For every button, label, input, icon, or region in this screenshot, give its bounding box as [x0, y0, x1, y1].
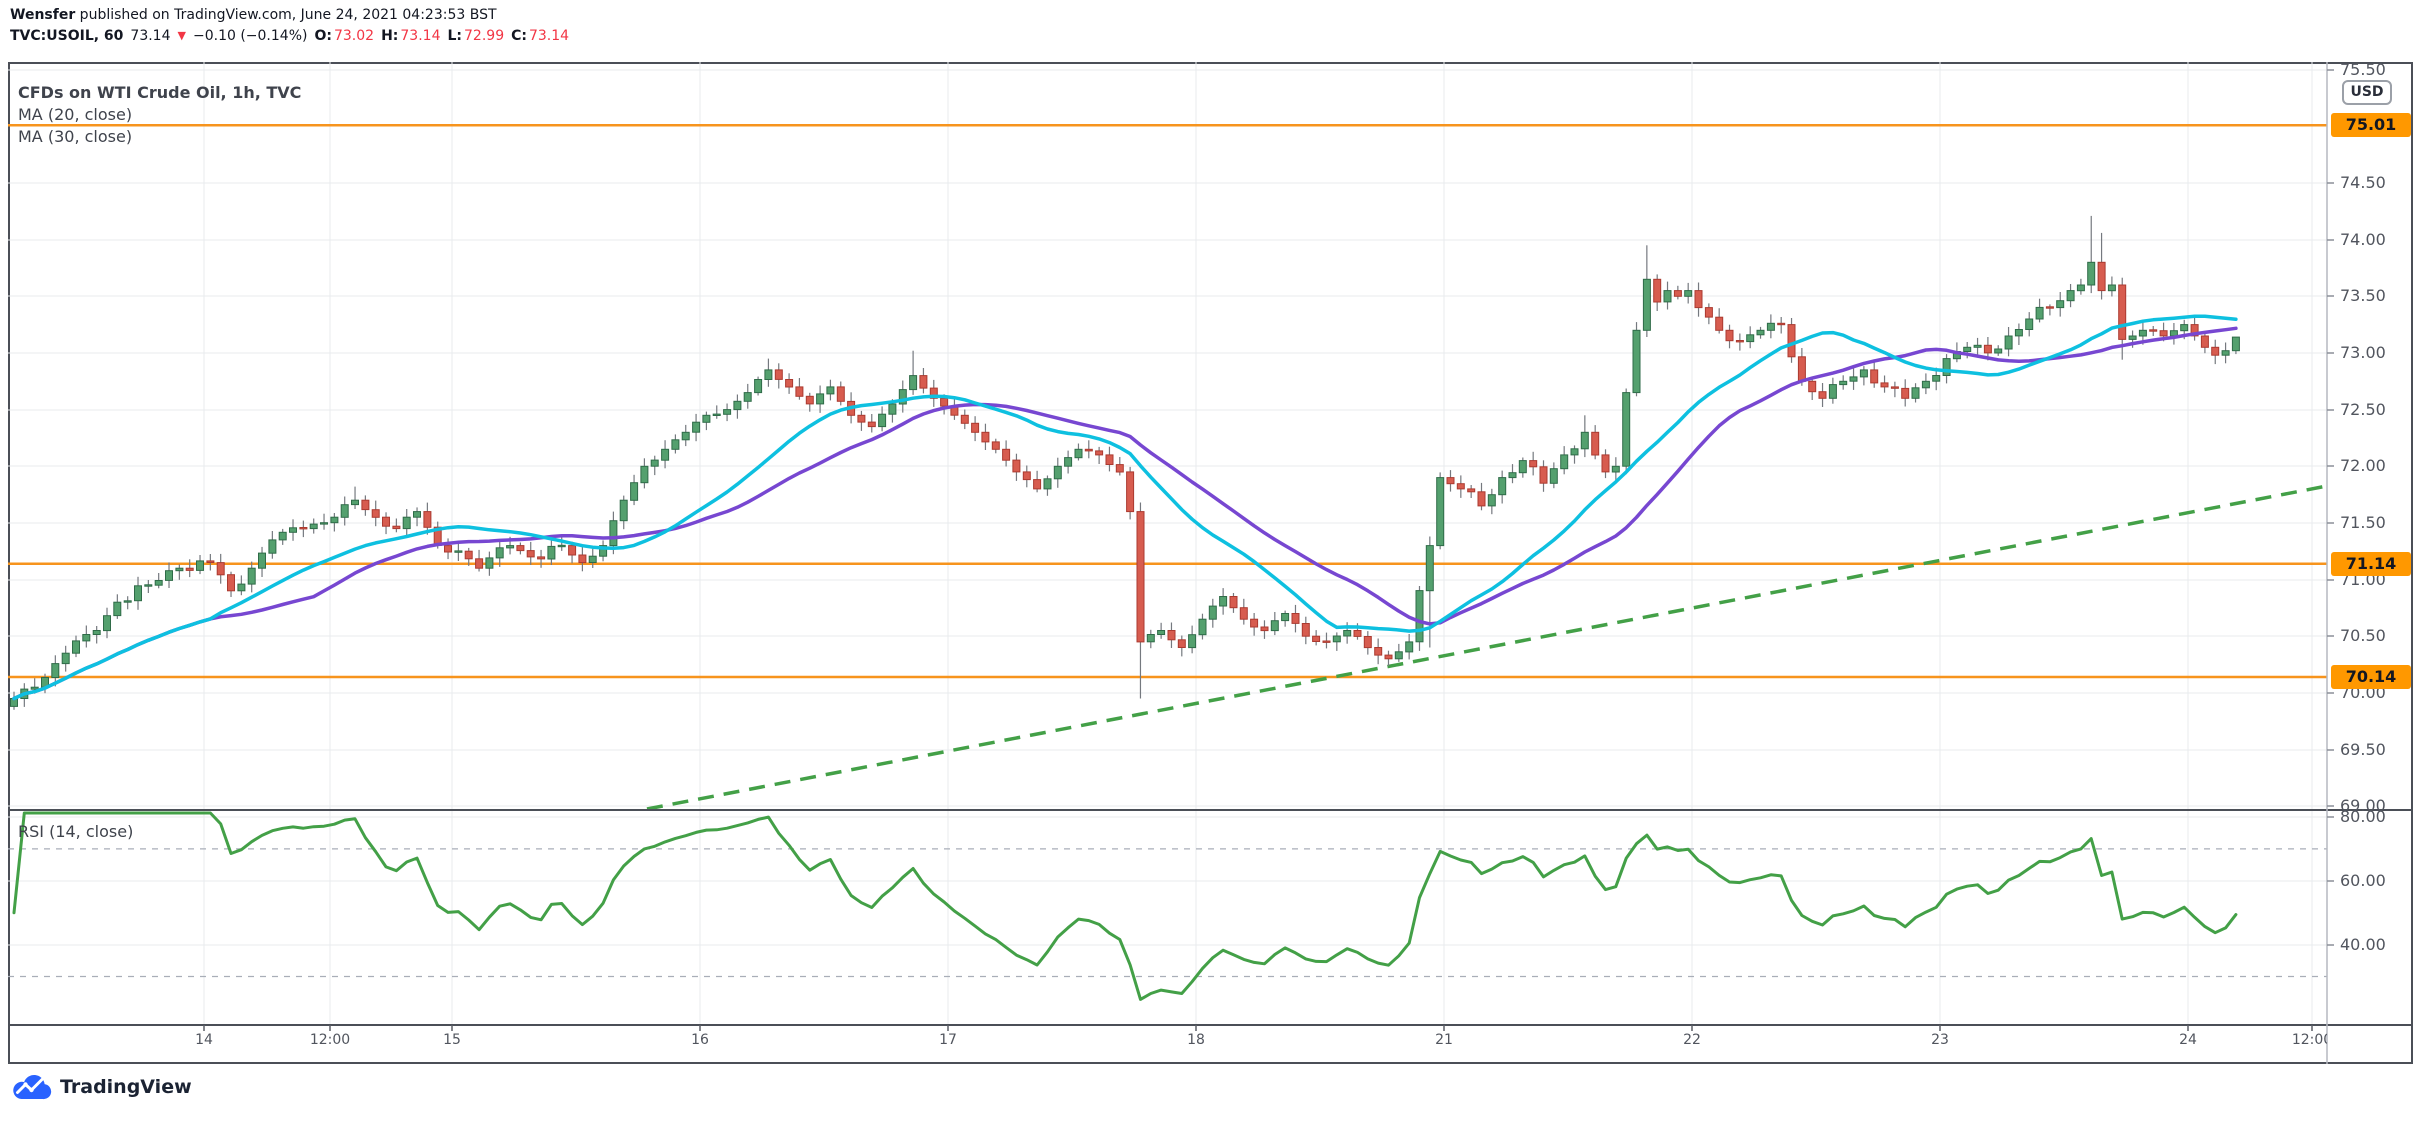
- high-quote: H: 73.14: [381, 26, 440, 46]
- close-label: C:: [511, 28, 527, 44]
- open-label: O:: [314, 28, 332, 44]
- price-axis-label: 70.50: [2340, 626, 2386, 645]
- last-price: 73.14: [130, 28, 171, 44]
- close-value: 73.14: [528, 28, 570, 44]
- low-value: 72.99: [464, 28, 505, 44]
- low-quote: L: 72.99: [447, 26, 504, 46]
- currency-toggle-badge[interactable]: USD: [2342, 80, 2392, 105]
- header: Wensfer published on TradingView.com, Ju…: [10, 4, 569, 46]
- open-value: 73.02: [333, 28, 375, 44]
- rsi-axis-label: 60.00: [2340, 871, 2386, 890]
- candles-layer: [10, 215, 2240, 710]
- rsi-legend: RSI (14, close): [18, 822, 134, 841]
- price-axis-label: 69.50: [2340, 740, 2386, 759]
- price-change: −0.10 (−0.14%): [192, 28, 308, 44]
- price-down-icon: ▼: [177, 29, 186, 42]
- chart-title: CFDs on WTI Crude Oil, 1h, TVC: [18, 83, 302, 102]
- price-chart-canvas[interactable]: [8, 62, 2413, 1064]
- price-axis-label: 74.50: [2340, 173, 2386, 192]
- high-value: 73.14: [400, 28, 441, 44]
- low-label: L:: [447, 28, 463, 44]
- price-line-label: 71.14: [2331, 552, 2411, 576]
- publish-info: Wensfer published on TradingView.com, Ju…: [10, 4, 569, 26]
- price-axis-label: 75.50: [2340, 60, 2386, 79]
- symbol-interval: TVC:USOIL, 60: [10, 28, 124, 44]
- ma20-line: [12, 314, 2238, 701]
- price-axis-label: 72.50: [2340, 400, 2386, 419]
- price-axis-label: 71.50: [2340, 513, 2386, 532]
- rsi-axis-label: 80.00: [2340, 807, 2386, 826]
- rsi-line: [12, 811, 2238, 1001]
- tradingview-logo-icon: [13, 1074, 52, 1100]
- ma30-legend: MA (30, close): [18, 127, 133, 146]
- high-label: H:: [381, 28, 399, 44]
- tradingview-wordmark: TradingView: [60, 1076, 192, 1098]
- rsi-axis-label: 40.00: [2340, 935, 2386, 954]
- price-axis-label: 69.00: [2340, 796, 2386, 815]
- main-pane-legend: CFDs on WTI Crude Oil, 1h, TVC MA (20, c…: [18, 82, 301, 148]
- symbol-quote-line: TVC:USOIL, 60 73.14 ▼ −0.10 (−0.14%) O: 7…: [10, 26, 569, 46]
- price-line-label: 70.14: [2331, 665, 2411, 689]
- author-name: Wensfer: [10, 7, 76, 23]
- ma30-line: [12, 326, 2238, 701]
- ma20-legend: MA (20, close): [18, 105, 133, 124]
- price-axis-label: 74.00: [2340, 230, 2386, 249]
- publish-meta: published on TradingView.com, June 24, 2…: [75, 7, 497, 23]
- price-axis-label: 73.50: [2340, 286, 2386, 305]
- price-axis-label: 73.00: [2340, 343, 2386, 362]
- price-axis-label: 72.00: [2340, 456, 2386, 475]
- open-quote: O: 73.02: [314, 26, 374, 46]
- tradingview-attribution[interactable]: TradingView: [10, 1072, 192, 1102]
- price-line-label: 75.01: [2331, 113, 2411, 137]
- close-quote: C: 73.14: [511, 26, 569, 46]
